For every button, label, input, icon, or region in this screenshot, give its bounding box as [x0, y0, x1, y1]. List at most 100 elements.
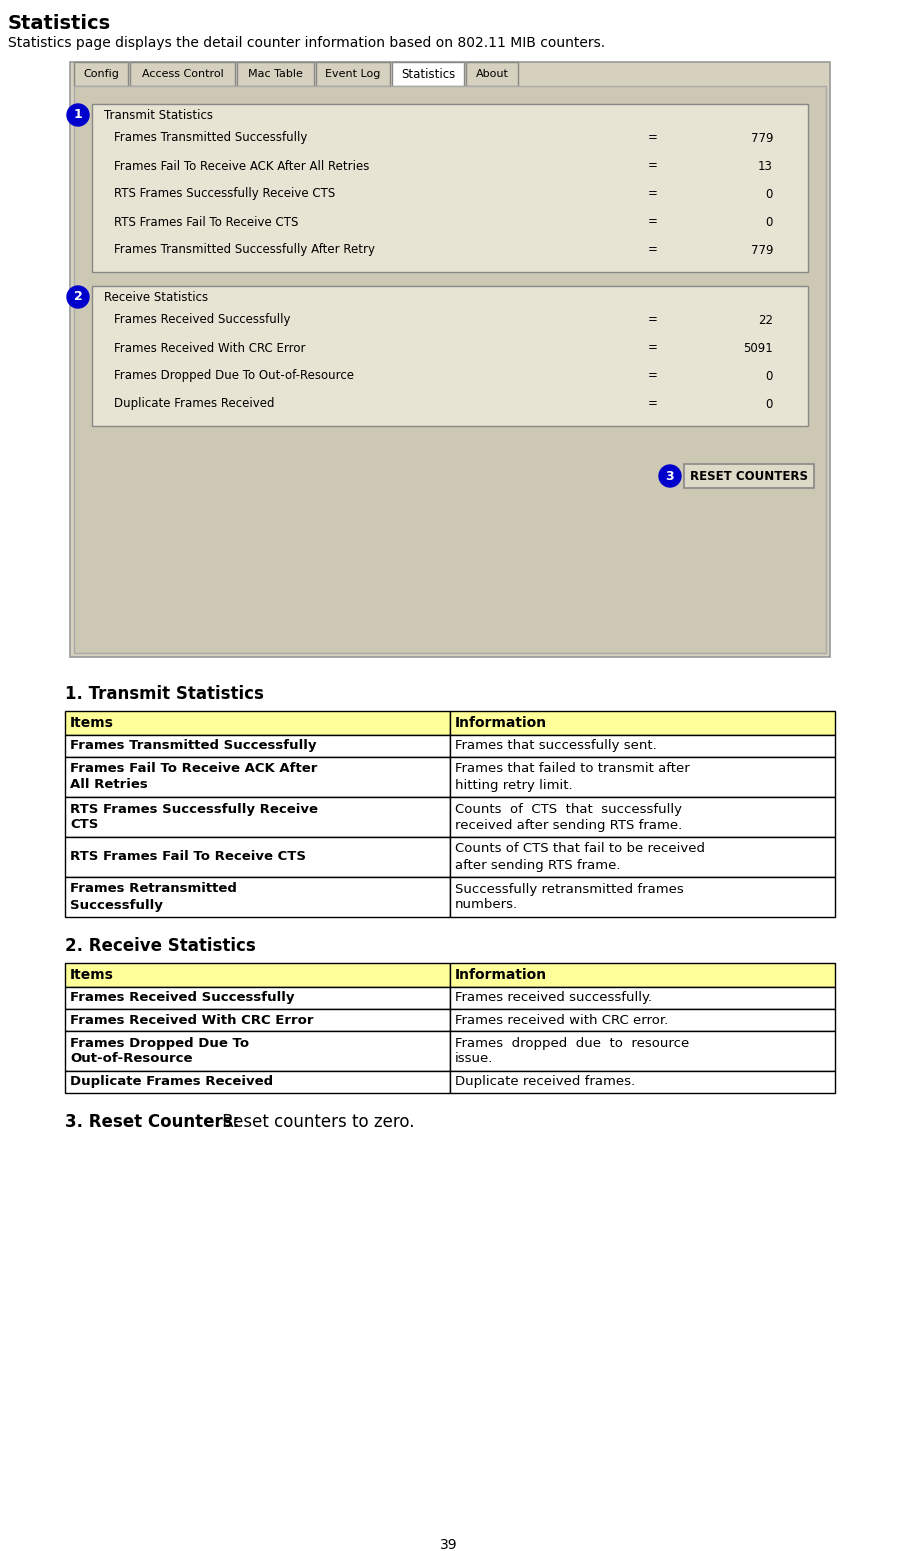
Text: RTS Frames Fail To Receive CTS: RTS Frames Fail To Receive CTS — [114, 216, 298, 228]
FancyBboxPatch shape — [450, 838, 835, 876]
FancyBboxPatch shape — [65, 963, 450, 986]
Text: Frames Received With CRC Error: Frames Received With CRC Error — [70, 1013, 314, 1027]
Text: 2: 2 — [74, 290, 83, 304]
FancyBboxPatch shape — [450, 876, 835, 917]
FancyBboxPatch shape — [65, 735, 450, 757]
FancyBboxPatch shape — [684, 464, 814, 489]
Text: Statistics page displays the detail counter information based on 802.11 MIB coun: Statistics page displays the detail coun… — [8, 36, 605, 50]
Text: Transmit Statistics: Transmit Statistics — [104, 109, 213, 123]
FancyBboxPatch shape — [450, 757, 835, 797]
Text: Information: Information — [455, 717, 547, 731]
FancyBboxPatch shape — [74, 62, 128, 85]
Text: Event Log: Event Log — [325, 68, 380, 79]
Text: Duplicate received frames.: Duplicate received frames. — [455, 1075, 635, 1089]
FancyBboxPatch shape — [392, 62, 464, 85]
Text: =: = — [648, 244, 658, 256]
Text: Reset counters to zero.: Reset counters to zero. — [217, 1114, 414, 1131]
FancyBboxPatch shape — [450, 735, 835, 757]
FancyBboxPatch shape — [450, 1031, 835, 1072]
Text: Frames Fail To Receive ACK After
All Retries: Frames Fail To Receive ACK After All Ret… — [70, 763, 317, 791]
Text: =: = — [648, 397, 658, 411]
Text: Duplicate Frames Received: Duplicate Frames Received — [114, 397, 274, 411]
Text: 0: 0 — [766, 369, 773, 383]
Text: =: = — [648, 369, 658, 383]
FancyBboxPatch shape — [70, 62, 830, 658]
Text: Frames received successfully.: Frames received successfully. — [455, 991, 652, 1005]
FancyBboxPatch shape — [65, 797, 450, 838]
FancyBboxPatch shape — [65, 876, 450, 917]
Text: 22: 22 — [758, 313, 773, 327]
Text: =: = — [648, 188, 658, 200]
FancyBboxPatch shape — [316, 62, 390, 85]
Text: RESET COUNTERS: RESET COUNTERS — [690, 470, 808, 482]
Text: RTS Frames Fail To Receive CTS: RTS Frames Fail To Receive CTS — [70, 850, 306, 864]
Text: Frames Transmitted Successfully: Frames Transmitted Successfully — [114, 132, 307, 144]
Text: RTS Frames Successfully Receive
CTS: RTS Frames Successfully Receive CTS — [70, 802, 318, 831]
Text: Frames Fail To Receive ACK After All Retries: Frames Fail To Receive ACK After All Ret… — [114, 160, 369, 172]
FancyBboxPatch shape — [65, 986, 450, 1010]
FancyBboxPatch shape — [466, 62, 518, 85]
Text: Frames that failed to transmit after
hitting retry limit.: Frames that failed to transmit after hit… — [455, 763, 690, 791]
Text: Items: Items — [70, 717, 114, 731]
Circle shape — [659, 465, 681, 487]
Text: Items: Items — [70, 968, 114, 982]
Text: Frames Received Successfully: Frames Received Successfully — [70, 991, 295, 1005]
FancyBboxPatch shape — [92, 104, 808, 271]
FancyBboxPatch shape — [450, 1010, 835, 1031]
Text: Frames Dropped Due To Out-of-Resource: Frames Dropped Due To Out-of-Resource — [114, 369, 354, 383]
Text: 0: 0 — [766, 397, 773, 411]
FancyBboxPatch shape — [65, 1010, 450, 1031]
FancyBboxPatch shape — [450, 797, 835, 838]
Text: Frames Received Successfully: Frames Received Successfully — [114, 313, 290, 327]
FancyBboxPatch shape — [450, 1072, 835, 1093]
FancyBboxPatch shape — [92, 285, 808, 427]
Text: Counts  of  CTS  that  successfully
received after sending RTS frame.: Counts of CTS that successfully received… — [455, 802, 682, 831]
Text: 1: 1 — [74, 109, 83, 121]
Text: Frames received with CRC error.: Frames received with CRC error. — [455, 1013, 668, 1027]
FancyBboxPatch shape — [237, 62, 314, 85]
FancyBboxPatch shape — [65, 710, 450, 735]
Text: Statistics: Statistics — [8, 14, 111, 33]
Text: Frames  dropped  due  to  resource
issue.: Frames dropped due to resource issue. — [455, 1036, 690, 1066]
Text: Statistics: Statistics — [401, 68, 455, 81]
Text: Duplicate Frames Received: Duplicate Frames Received — [70, 1075, 273, 1089]
Text: Frames Dropped Due To
Out-of-Resource: Frames Dropped Due To Out-of-Resource — [70, 1036, 249, 1066]
Text: Config: Config — [83, 68, 119, 79]
Text: Access Control: Access Control — [142, 68, 223, 79]
FancyBboxPatch shape — [450, 963, 835, 986]
Text: =: = — [648, 216, 658, 228]
Text: 2. Receive Statistics: 2. Receive Statistics — [65, 937, 255, 955]
Text: About: About — [476, 68, 509, 79]
FancyBboxPatch shape — [65, 838, 450, 876]
Text: 779: 779 — [751, 132, 773, 144]
Text: Counts of CTS that fail to be received
after sending RTS frame.: Counts of CTS that fail to be received a… — [455, 842, 705, 872]
Text: =: = — [648, 132, 658, 144]
Text: 5091: 5091 — [743, 341, 773, 355]
Text: 13: 13 — [758, 160, 773, 172]
Text: 1. Transmit Statistics: 1. Transmit Statistics — [65, 686, 264, 703]
FancyBboxPatch shape — [130, 62, 235, 85]
Text: 0: 0 — [766, 216, 773, 228]
Text: Frames that successfully sent.: Frames that successfully sent. — [455, 740, 657, 752]
Text: 3. Reset Counters:: 3. Reset Counters: — [65, 1114, 239, 1131]
Circle shape — [67, 104, 89, 126]
Text: =: = — [648, 160, 658, 172]
Text: 3: 3 — [665, 470, 674, 482]
Text: Information: Information — [455, 968, 547, 982]
FancyBboxPatch shape — [450, 710, 835, 735]
Circle shape — [67, 285, 89, 309]
Text: =: = — [648, 341, 658, 355]
FancyBboxPatch shape — [65, 1031, 450, 1072]
Text: 779: 779 — [751, 244, 773, 256]
Text: =: = — [648, 313, 658, 327]
Text: Successfully retransmitted frames
numbers.: Successfully retransmitted frames number… — [455, 883, 684, 912]
Text: Frames Retransmitted
Successfully: Frames Retransmitted Successfully — [70, 883, 236, 912]
Text: 39: 39 — [441, 1539, 458, 1551]
Text: Frames Transmitted Successfully After Retry: Frames Transmitted Successfully After Re… — [114, 244, 375, 256]
FancyBboxPatch shape — [74, 85, 826, 653]
Text: Mac Table: Mac Table — [248, 68, 303, 79]
FancyBboxPatch shape — [65, 757, 450, 797]
Text: RTS Frames Successfully Receive CTS: RTS Frames Successfully Receive CTS — [114, 188, 335, 200]
FancyBboxPatch shape — [450, 986, 835, 1010]
Text: Receive Statistics: Receive Statistics — [104, 292, 209, 304]
